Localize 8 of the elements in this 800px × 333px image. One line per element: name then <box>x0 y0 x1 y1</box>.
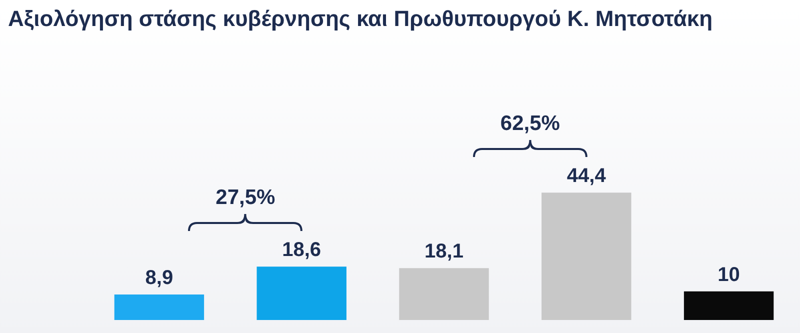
chart-title: Αξιολόγηση στάσης κυβέρνησης και Πρωθυπουργού Κ. Μητσοτάκη <box>7 5 714 33</box>
annotation: 27,5% <box>216 186 276 209</box>
data-label: 10 <box>718 264 740 286</box>
data-label: 18,6 <box>282 239 322 262</box>
text: 62,5% <box>500 112 560 135</box>
data-label: 8,9 <box>145 266 174 289</box>
data-label: 44,4 <box>566 165 607 188</box>
data-label: 18,1 <box>424 240 464 263</box>
